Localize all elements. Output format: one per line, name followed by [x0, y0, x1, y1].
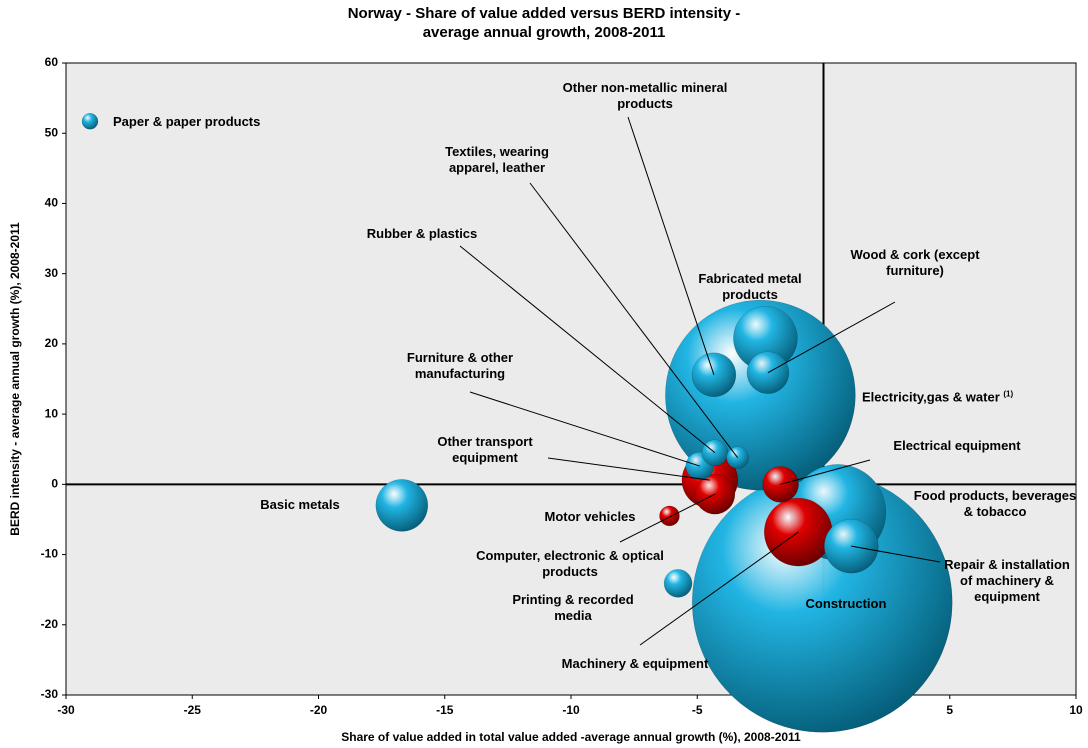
- bubble-label: Paper & paper products: [113, 114, 333, 130]
- bubble-label: Basic metals: [240, 497, 360, 513]
- bubble-label: Other non-metallic mineral products: [560, 80, 730, 112]
- bubble-label: Textiles, wearing apparel, leather: [422, 144, 572, 176]
- bubble-label: Computer, electronic & optical products: [470, 548, 670, 580]
- x-tick-label: -30: [57, 703, 75, 717]
- x-tick-label: -25: [184, 703, 202, 717]
- bubble-label: Repair & installation of machinery & equ…: [937, 557, 1077, 605]
- y-tick-label: 10: [45, 406, 59, 420]
- label-text: Electricity,gas & water: [862, 389, 1000, 405]
- bubble: [659, 505, 680, 527]
- leader-line: [767, 301, 896, 374]
- x-tick-label: -10: [562, 703, 580, 717]
- y-tick-label: 0: [51, 477, 58, 491]
- bubble-label: Motor vehicles: [525, 509, 655, 525]
- label-text: Basic metals: [260, 497, 340, 512]
- x-tick-label: 10: [1069, 703, 1083, 717]
- y-tick-label: 50: [45, 125, 59, 139]
- bubble-label: Furniture & other manufacturing: [380, 350, 540, 382]
- label-text: Paper & paper products: [113, 114, 261, 129]
- y-tick-label: 40: [45, 196, 59, 210]
- label-text: Food products, beverages & tobacco: [913, 488, 1077, 519]
- label-text: Printing & recorded media: [512, 592, 634, 623]
- leader-line: [547, 457, 710, 481]
- y-axis-label: BERD intensity - average annual growth (…: [8, 222, 22, 536]
- x-tick-label: -20: [310, 703, 328, 717]
- bubble-label: Rubber & plastics: [337, 226, 507, 242]
- label-text: Furniture & other manufacturing: [406, 350, 514, 381]
- label-text: Textiles, wearing apparel, leather: [445, 144, 549, 175]
- label-text: Other transport equipment: [437, 434, 533, 465]
- bubble: [663, 569, 693, 598]
- bubble-label: Printing & recorded media: [493, 592, 653, 624]
- y-tick-label: 20: [45, 336, 59, 350]
- leader-line: [780, 459, 871, 485]
- label-text: Wood & cork (except furniture): [850, 247, 980, 278]
- leader-line: [627, 116, 715, 375]
- bubble-label: Other transport equipment: [415, 434, 555, 466]
- label-text: Fabricated metal products: [698, 271, 802, 302]
- leader-line: [529, 182, 739, 458]
- y-tick-label: -10: [41, 547, 59, 561]
- y-tick-label: 60: [45, 55, 59, 69]
- label-text: Repair & installation of machinery & equ…: [944, 557, 1070, 604]
- x-axis-label: Share of value added in total value adde…: [341, 730, 801, 744]
- bubble: [81, 113, 99, 130]
- bubble-label: Wood & cork (except furniture): [828, 247, 1003, 279]
- label-text: Motor vehicles: [544, 509, 636, 524]
- leader-line: [851, 545, 941, 563]
- y-tick-label: -30: [41, 687, 59, 701]
- chart-title: average annual growth, 2008-2011: [423, 24, 666, 41]
- label-text: Construction: [805, 596, 887, 611]
- chart-title: Norway - Share of value added versus BER…: [348, 5, 741, 22]
- label-text: Machinery & equipment: [561, 656, 709, 671]
- bubble-label: Electrical equipment: [857, 438, 1057, 454]
- leader-line: [639, 531, 799, 646]
- bubble: [375, 479, 429, 532]
- leader-line: [459, 245, 716, 454]
- y-tick-label: 30: [45, 266, 59, 280]
- x-tick-label: -5: [692, 703, 703, 717]
- label-text: Rubber & plastics: [366, 226, 478, 241]
- bubble-label: Machinery & equipment: [535, 656, 735, 672]
- bubble-label: Electricity,gas & water (1): [862, 387, 1082, 406]
- bubble-label: Food products, beverages & tobacco: [908, 488, 1083, 520]
- bubble-label: Construction: [776, 596, 916, 612]
- label-text: Other non-metallic mineral products: [562, 80, 728, 111]
- x-tick-label: 5: [946, 703, 953, 717]
- y-tick-label: -20: [41, 617, 59, 631]
- bubble-label: Fabricated metal products: [675, 271, 825, 303]
- label-text: Electrical equipment: [893, 438, 1021, 453]
- x-tick-label: -15: [436, 703, 454, 717]
- label-note: (1): [1003, 389, 1014, 399]
- label-text: Computer, electronic & optical products: [476, 548, 664, 579]
- leader-line: [469, 391, 700, 467]
- leader-line: [619, 493, 716, 543]
